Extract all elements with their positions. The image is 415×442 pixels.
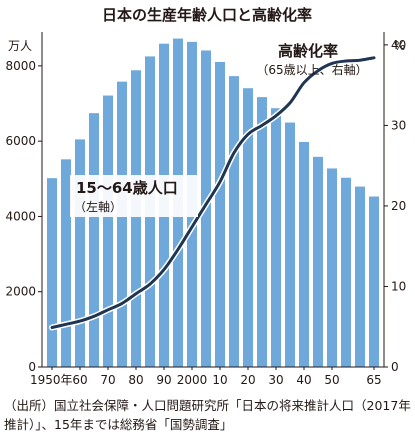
y-left-unit: 万人 [8, 39, 32, 53]
y-right-unit: % [394, 39, 405, 53]
line-series-label: 高齢化率 [278, 42, 338, 60]
source-note: （出所）国立社会保障・人口問題研究所「日本の将来推計人口（2017年 推計）」、… [4, 396, 412, 434]
bar [285, 122, 295, 367]
x-tick-label: 10 [212, 373, 227, 387]
bar [61, 159, 71, 367]
bar [47, 178, 57, 367]
y-right-tick-label: 10 [391, 279, 406, 293]
source-line-1: （出所）国立社会保障・人口問題研究所「日本の将来推計人口（2017年 [4, 398, 411, 413]
bar-series-label-bg [70, 175, 198, 217]
x-tick-label: 50 [324, 373, 339, 387]
bar [313, 156, 323, 367]
x-tick-label: 80 [128, 373, 143, 387]
bar [369, 196, 379, 367]
chart-title: 日本の生産年齢人口と高齢化率 [102, 6, 312, 24]
bar [103, 95, 113, 367]
y-left-tick-label: 0 [28, 360, 36, 374]
x-tick-label: 1950年 [30, 373, 73, 387]
bar [355, 186, 365, 367]
y-left-tick-label: 4000 [5, 209, 36, 223]
bar [89, 113, 99, 368]
y-left-tick-label: 8000 [5, 59, 36, 73]
bar [215, 61, 225, 367]
bar [299, 141, 309, 367]
line-series-note: （65歳以上、右軸） [256, 62, 367, 77]
x-tick-label: 65 [366, 373, 381, 387]
y-left-tick-label: 2000 [5, 285, 36, 299]
aging-rate-line [50, 56, 376, 329]
y-right-tick-label: 40 [391, 38, 406, 52]
x-tick-label: 90 [156, 373, 171, 387]
source-line-2: 推計）」、15年までは総務省「国勢調査」 [4, 417, 233, 432]
x-tick-label: 40 [296, 373, 311, 387]
y-left-tick-label: 6000 [5, 134, 36, 148]
bar [75, 139, 85, 367]
bar [243, 88, 253, 367]
bar [229, 76, 239, 367]
y-right-tick-label: 30 [391, 118, 406, 132]
bar [271, 108, 281, 367]
bar-series-label: 15〜64歳人口 [76, 179, 178, 197]
bar-series-note: （左軸） [74, 199, 122, 214]
bar [131, 70, 141, 367]
x-tick-label: 60 [72, 373, 87, 387]
x-tick-label: 20 [240, 373, 255, 387]
x-tick-label: 2000 [177, 373, 208, 387]
bar [257, 97, 267, 367]
bar [117, 81, 127, 367]
bar [327, 168, 337, 367]
x-tick-label: 70 [100, 373, 115, 387]
x-tick-label: 30 [268, 373, 283, 387]
y-right-tick-label: 0 [391, 360, 399, 374]
y-right-tick-label: 20 [391, 199, 406, 213]
bar [341, 177, 351, 367]
